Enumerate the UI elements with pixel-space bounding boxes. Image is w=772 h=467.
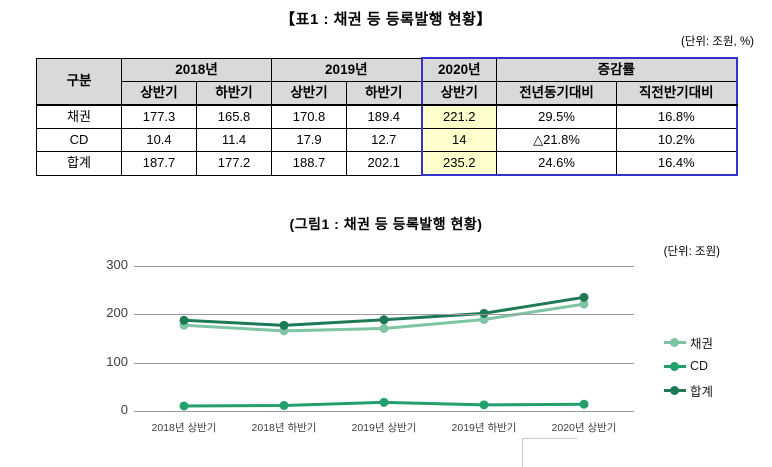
table-header-row-1: 구분 2018년 2019년 2020년 증감률 bbox=[36, 57, 738, 106]
chart-data-point bbox=[279, 400, 289, 410]
chart-container-edge bbox=[522, 438, 577, 467]
cell-total-2020-h1: 235.2 bbox=[420, 151, 498, 176]
legend-label: 채권 bbox=[690, 336, 714, 351]
header-yoy: 전년동기대비 bbox=[496, 81, 618, 106]
legend-marker-icon bbox=[664, 360, 686, 372]
table-title: 【표1 : 채권 등 등록발행 현황】 bbox=[280, 11, 492, 28]
figure-unit-note: (단위: 조원) bbox=[663, 246, 720, 258]
cell-total-2019-h1: 188.7 bbox=[271, 151, 348, 176]
chart-gridline bbox=[134, 362, 634, 364]
legend-marker-icon bbox=[664, 384, 686, 396]
cell-cd-2019-h1: 17.9 bbox=[271, 128, 348, 152]
header-growth-rate: 증감률 bbox=[496, 57, 738, 82]
cell-total-2018-h2: 177.2 bbox=[195, 151, 273, 176]
chart-data-point bbox=[579, 399, 589, 409]
chart-series-layer bbox=[179, 292, 589, 411]
header-2019-h1: 상반기 bbox=[271, 81, 348, 106]
chart-x-tick-label: 2020년 상반기 bbox=[551, 422, 617, 434]
header-2019-h2: 하반기 bbox=[346, 81, 423, 106]
chart-data-point bbox=[479, 308, 489, 318]
chart-data-point bbox=[579, 299, 589, 309]
cell-cd-2020-h1: 14 bbox=[420, 128, 498, 152]
table-unit-note: (단위: 조원, %) bbox=[681, 36, 754, 48]
chart-data-point bbox=[379, 323, 389, 333]
chart-x-tick-label: 2019년 하반기 bbox=[451, 422, 517, 434]
cell-bond-2019-h2: 189.4 bbox=[346, 104, 423, 129]
table-header-row-2: 상반기 하반기 상반기 하반기 상반기 전년동기대비 직전반기대비 bbox=[37, 81, 738, 106]
cell-cd-hoh: 10.2% bbox=[616, 128, 738, 152]
cell-cd-2018-h1: 10.4 bbox=[121, 128, 197, 152]
chart-data-point bbox=[579, 292, 589, 302]
chart-x-axis-labels: 2018년 상반기 2018년 하반기 2019년 상반기 2019년 하반기 2020… bbox=[134, 420, 634, 440]
legend-marker-icon bbox=[664, 336, 686, 348]
chart-data-point bbox=[179, 401, 189, 411]
cell-bond-hoh: 16.8% bbox=[616, 104, 738, 129]
cell-total-2019-h2: 202.1 bbox=[346, 151, 423, 176]
cell-total-yoy: 24.6% bbox=[496, 151, 618, 176]
chart-x-tick-label: 2018년 상반기 bbox=[151, 422, 217, 434]
legend-label: 합계 bbox=[690, 384, 714, 399]
chart-gridline bbox=[134, 266, 634, 267]
row-label-cd: CD bbox=[36, 128, 122, 152]
cell-bond-2020-h1: 221.2 bbox=[420, 104, 498, 129]
legend-item-합계[interactable]: 합계 bbox=[664, 378, 754, 402]
cell-cd-yoy: △21.8% bbox=[496, 128, 618, 152]
header-hoh: 직전반기대비 bbox=[616, 81, 738, 106]
header-2018-h1: 상반기 bbox=[121, 81, 197, 106]
cell-bond-2019-h1: 170.8 bbox=[271, 104, 348, 129]
table-row: CD 10.4 11.4 17.9 12.7 14 △21.8% 10.2% bbox=[36, 128, 738, 152]
header-year-2019: 2019년 bbox=[271, 57, 423, 82]
chart-data-point bbox=[279, 320, 289, 330]
chart-data-point bbox=[379, 315, 389, 325]
table-container: 구분 2018년 2019년 2020년 증감률 상반기 하반기 상반기 하반기… bbox=[36, 57, 738, 176]
chart-y-tick-label: 0 bbox=[120, 402, 128, 417]
cell-total-2018-h1: 187.7 bbox=[121, 151, 197, 176]
line-chart: 0 100 200 300 2018년 상반기 2018년 하반기 2019년 상반기 20… bbox=[56, 257, 716, 454]
legend-item-채권[interactable]: 채권 bbox=[664, 330, 754, 354]
cell-total-hoh: 16.4% bbox=[616, 151, 738, 176]
chart-y-tick-label: 200 bbox=[106, 305, 128, 321]
header-2018-h2: 하반기 bbox=[195, 81, 273, 106]
chart-data-point bbox=[479, 400, 489, 410]
legend-label: CD bbox=[690, 359, 709, 373]
chart-data-point bbox=[379, 397, 389, 407]
header-year-2020: 2020년 bbox=[420, 57, 498, 82]
table-row: 합계 187.7 177.2 188.7 202.1 235.2 24.6% 1… bbox=[36, 151, 738, 176]
chart-gridline bbox=[134, 411, 634, 412]
cell-bond-2018-h2: 165.8 bbox=[195, 104, 273, 129]
row-label-bond: 채권 bbox=[36, 104, 122, 129]
chart-gridline bbox=[134, 314, 634, 316]
row-label-total: 합계 bbox=[36, 151, 122, 176]
header-gubun: 구분 bbox=[36, 57, 122, 106]
chart-legend: 채권 CD 합계 bbox=[664, 330, 754, 402]
table-row: 채권 177.3 165.8 170.8 189.4 221.2 29.5% 1… bbox=[36, 104, 738, 129]
chart-y-tick-label: 300 bbox=[106, 257, 128, 272]
header-year-2018: 2018년 bbox=[120, 57, 273, 82]
cell-bond-2018-h1: 177.3 bbox=[121, 104, 197, 129]
cell-cd-2019-h2: 12.7 bbox=[346, 128, 423, 152]
chart-y-tick-label: 100 bbox=[106, 353, 128, 369]
figure-title: (그림1 : 채권 등 등록발행 현황) bbox=[289, 216, 483, 232]
legend-item-CD[interactable]: CD bbox=[664, 354, 754, 378]
cell-cd-2018-h2: 11.4 bbox=[195, 128, 273, 152]
cell-bond-yoy: 29.5% bbox=[496, 104, 618, 129]
chart-x-tick-label: 2019년 상반기 bbox=[351, 422, 417, 434]
header-2020-h1: 상반기 bbox=[420, 81, 498, 106]
chart-x-tick-label: 2018년 하반기 bbox=[251, 422, 317, 434]
chart-data-point bbox=[179, 315, 189, 325]
chart-plot-area: 0 100 200 300 bbox=[106, 257, 634, 417]
bond-issuance-table: 구분 2018년 2019년 2020년 증감률 상반기 하반기 상반기 하반기… bbox=[36, 57, 738, 176]
